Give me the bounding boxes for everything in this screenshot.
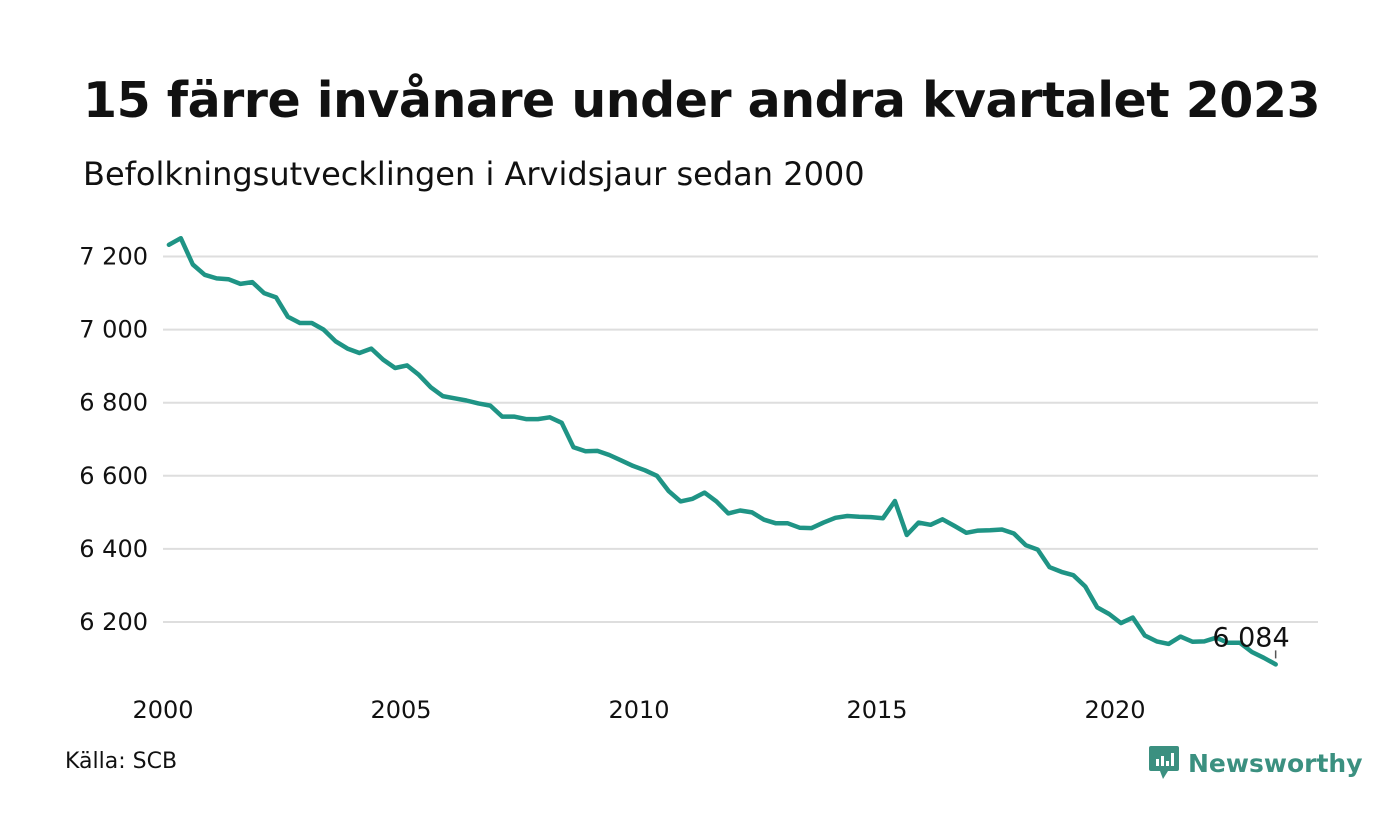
newsworthy-logo-text: Newsworthy [1188, 748, 1363, 778]
y-axis-ticks: 6 200 6 400 6 600 6 800 7 000 7 200 [79, 243, 148, 637]
y-tick-label: 7 200 [79, 243, 148, 271]
x-tick-label: 2015 [846, 696, 907, 724]
chart-title: 15 färre invånare under andra kvartalet … [83, 72, 1321, 129]
y-tick-label: 6 200 [79, 608, 148, 636]
x-axis-ticks: 2000 2005 2010 2015 2020 [132, 696, 1145, 724]
y-tick-label: 7 000 [79, 316, 148, 344]
source-note: Källa: SCB [65, 749, 178, 774]
x-tick-label: 2020 [1084, 696, 1145, 724]
y-tick-label: 6 600 [79, 462, 148, 490]
newsworthy-logo[interactable]: Newsworthy [1148, 744, 1363, 782]
x-tick-label: 2005 [370, 696, 431, 724]
grid-lines [163, 255, 1318, 623]
chart-subtitle: Befolkningsutvecklingen i Arvidsjaur sed… [83, 155, 865, 193]
last-value-label: 6 084 [1212, 622, 1289, 653]
annotation-layer: 6 084 [1212, 622, 1290, 659]
x-tick-label: 2000 [132, 696, 193, 724]
y-tick-label: 6 800 [79, 389, 148, 417]
series-layer [166, 235, 1278, 667]
newsworthy-logo-icon [1149, 746, 1179, 779]
y-tick-label: 6 400 [79, 535, 148, 563]
x-tick-label: 2010 [608, 696, 669, 724]
series-line [166, 235, 1278, 667]
